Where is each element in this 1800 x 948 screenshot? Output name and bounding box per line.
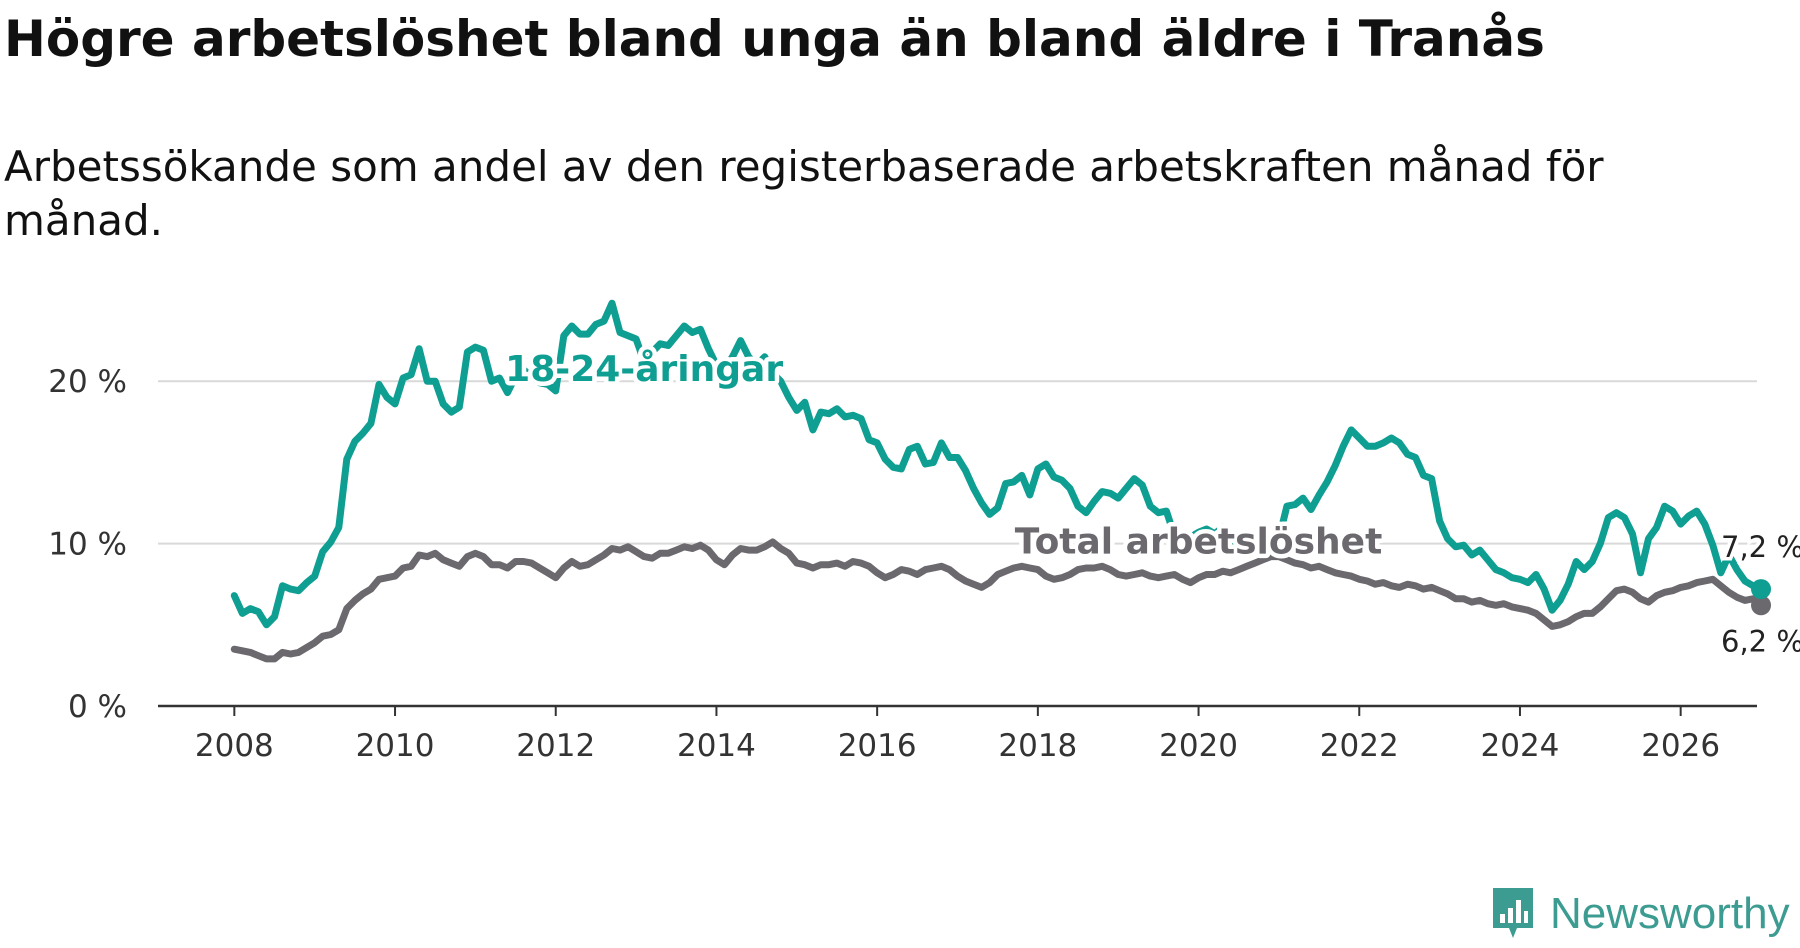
chart-subtitle: Arbetssökande som andel av den registerb… [4,142,1604,245]
brand-name: Newsworthy [1550,889,1790,938]
x-tick-label: 2026 [1641,728,1720,764]
x-tick-label: 2008 [195,728,274,764]
series-end-marker-1 [1751,595,1772,616]
end-value-label: 7,2 % [1721,530,1800,564]
y-tick-label: 20 % [48,364,127,400]
x-tick-label: 2022 [1320,728,1399,764]
y-tick-label: 10 % [48,527,127,563]
x-tick-label: 2010 [356,728,435,764]
x-tick-label: 2016 [838,728,917,764]
x-tick-label: 2020 [1159,728,1238,764]
x-tick-label: 2018 [998,728,1077,764]
y-axis-ticks: 0 % 10 % 20 % [48,364,127,725]
newsworthy-logo: Newsworthy [1490,886,1790,942]
newsworthy-chart-icon [1493,888,1533,938]
y-tick-label: 0 % [68,689,127,725]
series-annotation: 18-24-åringar [505,349,783,390]
series-line-0 [230,299,1765,629]
series-labels: 7,2 % 6,2 % 18-24-åringar Total arbetslöshe… [501,345,1800,662]
x-axis-ticks: 2008 2010 2012 2014 2016 2018 2020 2022 2024 2026 [195,706,1720,764]
series-line-1 [230,538,1765,663]
series-lines [230,299,1772,663]
series-end-marker-0 [1751,579,1772,600]
chart-title: Högre arbetslöshet bland unga än bland ä… [4,10,1545,68]
series-annotation: Total arbetslöshet [1015,521,1383,562]
x-tick-label: 2014 [677,728,756,764]
end-value-label: 6,2 % [1721,624,1800,658]
x-tick-label: 2024 [1481,728,1560,764]
x-tick-label: 2012 [516,728,595,764]
